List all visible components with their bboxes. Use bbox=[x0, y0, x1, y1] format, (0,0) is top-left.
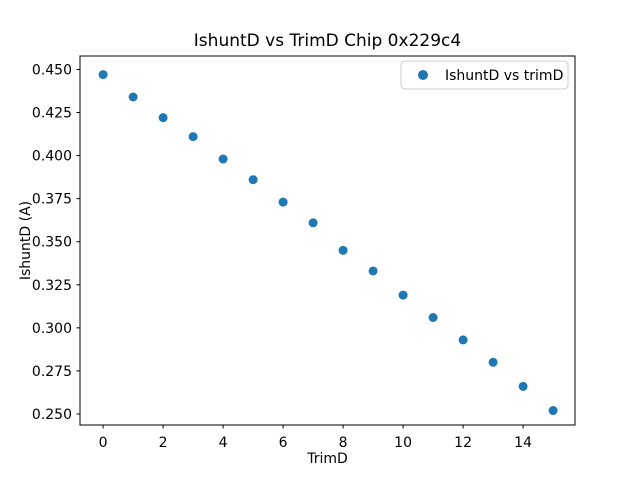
x-tick-label: 12 bbox=[454, 435, 472, 451]
legend: IshuntD vs trimD bbox=[400, 60, 569, 90]
y-axis-label: IshuntD (A) bbox=[18, 201, 34, 280]
y-tick-label: 0.425 bbox=[32, 106, 72, 122]
plot-area-border bbox=[79, 55, 576, 426]
x-tick-label: 14 bbox=[514, 435, 532, 451]
data-point bbox=[368, 266, 378, 276]
data-point bbox=[518, 381, 528, 391]
y-tick-label: 0.350 bbox=[32, 235, 72, 251]
chart-title: IshuntD vs TrimD Chip 0x229c4 bbox=[194, 31, 461, 51]
data-point bbox=[248, 175, 258, 185]
data-point bbox=[488, 357, 498, 367]
y-tick-label: 0.450 bbox=[32, 62, 72, 78]
data-point bbox=[428, 313, 438, 323]
data-point bbox=[338, 245, 348, 255]
y-axis-ticks: 0.250 0.275 0.300 0.325 0.350 0.375 0.400 0.425… bbox=[32, 62, 80, 423]
y-tick-label: 0.275 bbox=[32, 364, 72, 380]
data-point bbox=[98, 70, 108, 80]
x-axis-ticks: 0 2 4 6 8 10 12 14 bbox=[99, 425, 532, 451]
x-tick-label: 2 bbox=[159, 435, 168, 451]
data-point bbox=[188, 132, 198, 142]
y-tick-label: 0.250 bbox=[32, 407, 72, 423]
data-point bbox=[308, 218, 318, 228]
scatter-points bbox=[98, 70, 558, 416]
data-point bbox=[128, 92, 138, 102]
data-point bbox=[398, 290, 408, 300]
y-tick-label: 0.325 bbox=[32, 278, 72, 294]
legend-marker-icon bbox=[418, 70, 428, 80]
y-tick-label: 0.375 bbox=[32, 192, 72, 208]
data-point bbox=[548, 406, 558, 416]
x-tick-label: 10 bbox=[394, 435, 412, 451]
data-point bbox=[158, 113, 168, 123]
data-point bbox=[278, 197, 288, 207]
x-tick-label: 4 bbox=[219, 435, 228, 451]
x-tick-label: 6 bbox=[279, 435, 288, 451]
data-point bbox=[218, 154, 228, 164]
data-point bbox=[458, 335, 468, 345]
y-tick-label: 0.400 bbox=[32, 149, 72, 165]
legend-box bbox=[400, 60, 569, 90]
x-axis-label: TrimD bbox=[306, 451, 348, 467]
y-tick-label: 0.300 bbox=[32, 321, 72, 337]
x-tick-label: 8 bbox=[339, 435, 348, 451]
legend-label: IshuntD vs trimD bbox=[445, 68, 563, 84]
x-tick-label: 0 bbox=[99, 435, 108, 451]
